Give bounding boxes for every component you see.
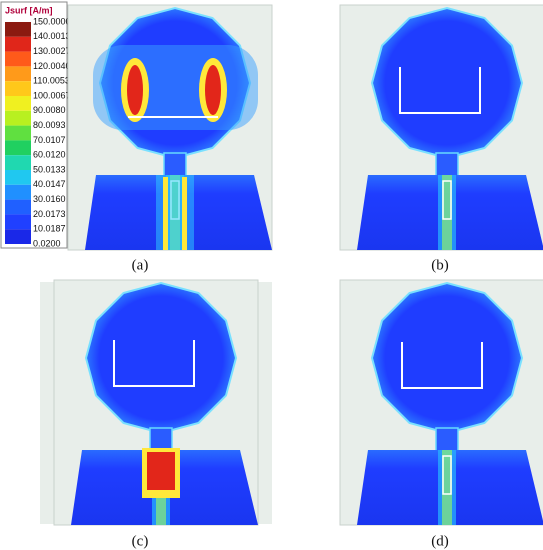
legend-swatch (5, 22, 31, 37)
panel-a (67, 4, 273, 251)
legend: Jsurf [A/m] 150.0000 140.0013 130.0027 120.… (0, 1, 71, 249)
legend-swatch (5, 66, 31, 82)
legend-label: 20.0173 (33, 209, 66, 219)
legend-label: 130.0027 (33, 46, 71, 56)
legend-title: Jsurf [A/m] (5, 5, 53, 15)
panel-b (339, 4, 543, 251)
legend-label: 50.0133 (33, 164, 66, 174)
caption: (a) (132, 257, 149, 273)
panel-c (40, 279, 272, 526)
caption: (b) (431, 257, 449, 273)
legend-label: 150.0000 (33, 16, 71, 26)
legend-swatch (5, 140, 31, 156)
legend-rows: 150.0000 140.0013 130.0027 120.0040 110.0053… (5, 16, 71, 248)
legend-swatch (5, 214, 31, 230)
legend-label: 40.0147 (33, 179, 66, 189)
legend-swatch (5, 96, 31, 111)
legend-label: 120.0040 (33, 61, 71, 71)
legend-swatch (5, 199, 31, 215)
legend-swatch (5, 36, 31, 52)
panel-d (339, 279, 543, 526)
legend-swatch (5, 170, 31, 185)
legend-label: 30.0160 (33, 194, 66, 204)
legend-swatch (5, 155, 31, 170)
legend-swatch (5, 51, 31, 67)
caption: (c) (132, 533, 149, 549)
legend-label: 70.0107 (33, 135, 66, 145)
caption: (d) (431, 533, 449, 549)
legend-swatch (5, 184, 31, 200)
legend-swatch (5, 229, 31, 244)
legend-label: 100.0067 (33, 90, 71, 100)
legend-label: 80.0093 (33, 120, 66, 130)
legend-label: 90.0080 (33, 105, 66, 115)
legend-label: 140.0013 (33, 31, 71, 41)
legend-swatch (5, 81, 31, 96)
legend-label: 10.0187 (33, 224, 66, 234)
legend-label: 110.0053 (33, 76, 70, 86)
legend-swatch (5, 110, 31, 126)
legend-swatch (5, 125, 31, 141)
legend-label: 0.0200 (33, 238, 61, 248)
legend-label: 60.0120 (33, 150, 66, 160)
